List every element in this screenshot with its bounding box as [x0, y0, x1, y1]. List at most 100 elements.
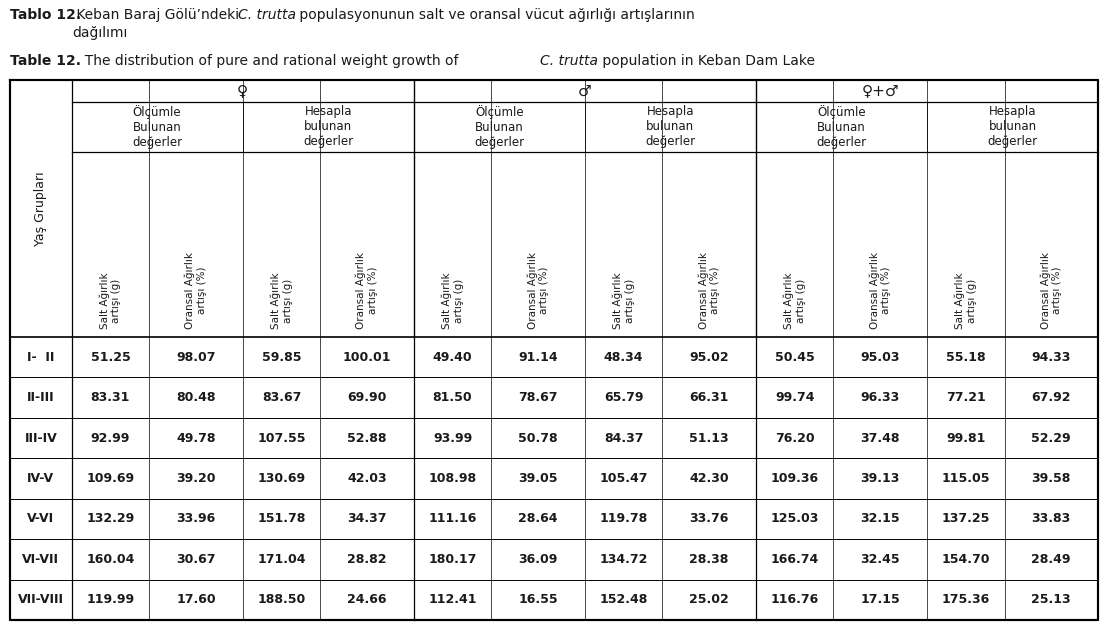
Text: 50.78: 50.78: [519, 431, 557, 445]
Text: 39.20: 39.20: [176, 472, 216, 485]
Text: 119.99: 119.99: [86, 593, 134, 606]
Text: 34.37: 34.37: [347, 513, 387, 525]
Text: 66.31: 66.31: [689, 391, 729, 404]
Text: 99.81: 99.81: [946, 431, 985, 445]
Text: Keban Baraj Gölü’ndeki: Keban Baraj Gölü’ndeki: [72, 8, 244, 22]
Text: 28.64: 28.64: [519, 513, 557, 525]
Text: Oransal Ağırlık
artışı (%): Oransal Ağırlık artışı (%): [356, 252, 378, 329]
Text: 107.55: 107.55: [257, 431, 306, 445]
Text: Salt Ağırlık
artışı (g): Salt Ağırlık artışı (g): [441, 272, 463, 329]
Text: Oransal Ağırlık
artışı (%): Oransal Ağırlık artışı (%): [1040, 252, 1063, 329]
Text: 111.16: 111.16: [429, 513, 476, 525]
Text: IV-V: IV-V: [28, 472, 54, 485]
Text: 24.66: 24.66: [347, 593, 387, 606]
Text: 65.79: 65.79: [604, 391, 644, 404]
Text: Yaş Grupları: Yaş Grupları: [34, 171, 48, 246]
Text: Oransal Ağırlık
artışı (%): Oransal Ağırlık artışı (%): [527, 252, 550, 329]
Text: VI-VII: VI-VII: [22, 553, 60, 566]
Text: 180.17: 180.17: [429, 553, 476, 566]
Text: 98.07: 98.07: [176, 351, 216, 364]
Text: I-  II: I- II: [27, 351, 54, 364]
Text: ♀: ♀: [237, 84, 248, 99]
Text: Salt Ağırlık
artışı (g): Salt Ağırlık artışı (g): [100, 272, 122, 329]
Text: VII-VIII: VII-VIII: [18, 593, 64, 606]
Text: 116.76: 116.76: [770, 593, 819, 606]
Text: 83.67: 83.67: [261, 391, 301, 404]
Text: 32.45: 32.45: [861, 553, 900, 566]
Text: ♂: ♂: [578, 84, 592, 99]
Text: V-VI: V-VI: [28, 513, 54, 525]
Text: Ölçümle
Bulunan
değerler: Ölçümle Bulunan değerler: [132, 105, 182, 149]
Text: 96.33: 96.33: [861, 391, 900, 404]
Text: Oransal Ağırlık
artışı (%): Oransal Ağırlık artışı (%): [698, 252, 720, 329]
Text: Ölçümle
Bulunan
değerler: Ölçümle Bulunan değerler: [817, 105, 866, 149]
Text: 91.14: 91.14: [519, 351, 557, 364]
Text: C. trutta: C. trutta: [238, 8, 296, 22]
Text: 28.82: 28.82: [347, 553, 387, 566]
Text: 28.49: 28.49: [1032, 553, 1071, 566]
Text: 115.05: 115.05: [942, 472, 989, 485]
Text: population in Keban Dam Lake: population in Keban Dam Lake: [598, 54, 815, 68]
Text: 84.37: 84.37: [604, 431, 644, 445]
Text: 92.99: 92.99: [91, 431, 130, 445]
Text: 132.29: 132.29: [86, 513, 134, 525]
Text: Salt Ağırlık
artışı (g): Salt Ağırlık artışı (g): [270, 272, 293, 329]
Text: 52.29: 52.29: [1032, 431, 1071, 445]
Text: 39.05: 39.05: [519, 472, 557, 485]
Text: 166.74: 166.74: [770, 553, 819, 566]
Text: 37.48: 37.48: [861, 431, 900, 445]
Text: 109.36: 109.36: [770, 472, 819, 485]
Text: 32.15: 32.15: [861, 513, 900, 525]
Text: Salt Ağırlık
artışı (g): Salt Ağırlık artışı (g): [955, 272, 977, 329]
Text: ♀+♂: ♀+♂: [861, 84, 899, 99]
Text: 119.78: 119.78: [599, 513, 648, 525]
Text: 94.33: 94.33: [1032, 351, 1071, 364]
Text: C. trutta: C. trutta: [540, 54, 598, 68]
Text: III-IV: III-IV: [24, 431, 58, 445]
Text: 36.09: 36.09: [519, 553, 557, 566]
Text: 175.36: 175.36: [942, 593, 989, 606]
Text: 49.40: 49.40: [433, 351, 472, 364]
Text: Hesapla
bulunan
değerler: Hesapla bulunan değerler: [304, 106, 353, 148]
Text: 83.31: 83.31: [91, 391, 130, 404]
Text: 69.90: 69.90: [347, 391, 387, 404]
Text: 33.96: 33.96: [176, 513, 216, 525]
Text: 188.50: 188.50: [257, 593, 306, 606]
Text: 99.74: 99.74: [774, 391, 814, 404]
Text: 171.04: 171.04: [257, 553, 306, 566]
Text: Table 12.: Table 12.: [10, 54, 81, 68]
Text: 39.58: 39.58: [1032, 472, 1071, 485]
Text: 160.04: 160.04: [86, 553, 134, 566]
Text: 77.21: 77.21: [946, 391, 986, 404]
Text: Tablo 12.: Tablo 12.: [10, 8, 81, 22]
Text: populasyonunun salt ve oransal vücut ağırlığı artışlarının: populasyonunun salt ve oransal vücut ağı…: [295, 8, 695, 22]
Text: 25.02: 25.02: [689, 593, 729, 606]
Text: Ölçümle
Bulunan
değerler: Ölçümle Bulunan değerler: [474, 105, 524, 149]
Text: 100.01: 100.01: [342, 351, 391, 364]
Text: II-III: II-III: [27, 391, 54, 404]
Text: 105.47: 105.47: [599, 472, 648, 485]
Text: 50.45: 50.45: [774, 351, 814, 364]
Text: 49.78: 49.78: [176, 431, 216, 445]
Text: 55.18: 55.18: [946, 351, 985, 364]
Text: 42.30: 42.30: [689, 472, 729, 485]
Text: 51.25: 51.25: [91, 351, 131, 364]
Text: 137.25: 137.25: [942, 513, 989, 525]
Text: 112.41: 112.41: [429, 593, 476, 606]
Text: Oransal Ağırlık
artışı (%): Oransal Ağırlık artışı (%): [869, 252, 891, 329]
Text: 48.34: 48.34: [604, 351, 644, 364]
Text: 152.48: 152.48: [599, 593, 648, 606]
Text: The distribution of pure and rational weight growth of: The distribution of pure and rational we…: [76, 54, 463, 68]
Text: 151.78: 151.78: [257, 513, 306, 525]
Text: 33.76: 33.76: [689, 513, 729, 525]
Text: 42.03: 42.03: [347, 472, 387, 485]
Text: 17.15: 17.15: [860, 593, 900, 606]
Text: Hesapla
bulunan
değerler: Hesapla bulunan değerler: [645, 106, 696, 148]
Text: 28.38: 28.38: [689, 553, 729, 566]
Text: 109.69: 109.69: [86, 472, 134, 485]
Text: 93.99: 93.99: [433, 431, 472, 445]
Text: 17.60: 17.60: [176, 593, 216, 606]
Text: 108.98: 108.98: [429, 472, 476, 485]
Text: 51.13: 51.13: [689, 431, 729, 445]
Text: Salt Ağırlık
artışı (g): Salt Ağırlık artışı (g): [783, 272, 806, 329]
